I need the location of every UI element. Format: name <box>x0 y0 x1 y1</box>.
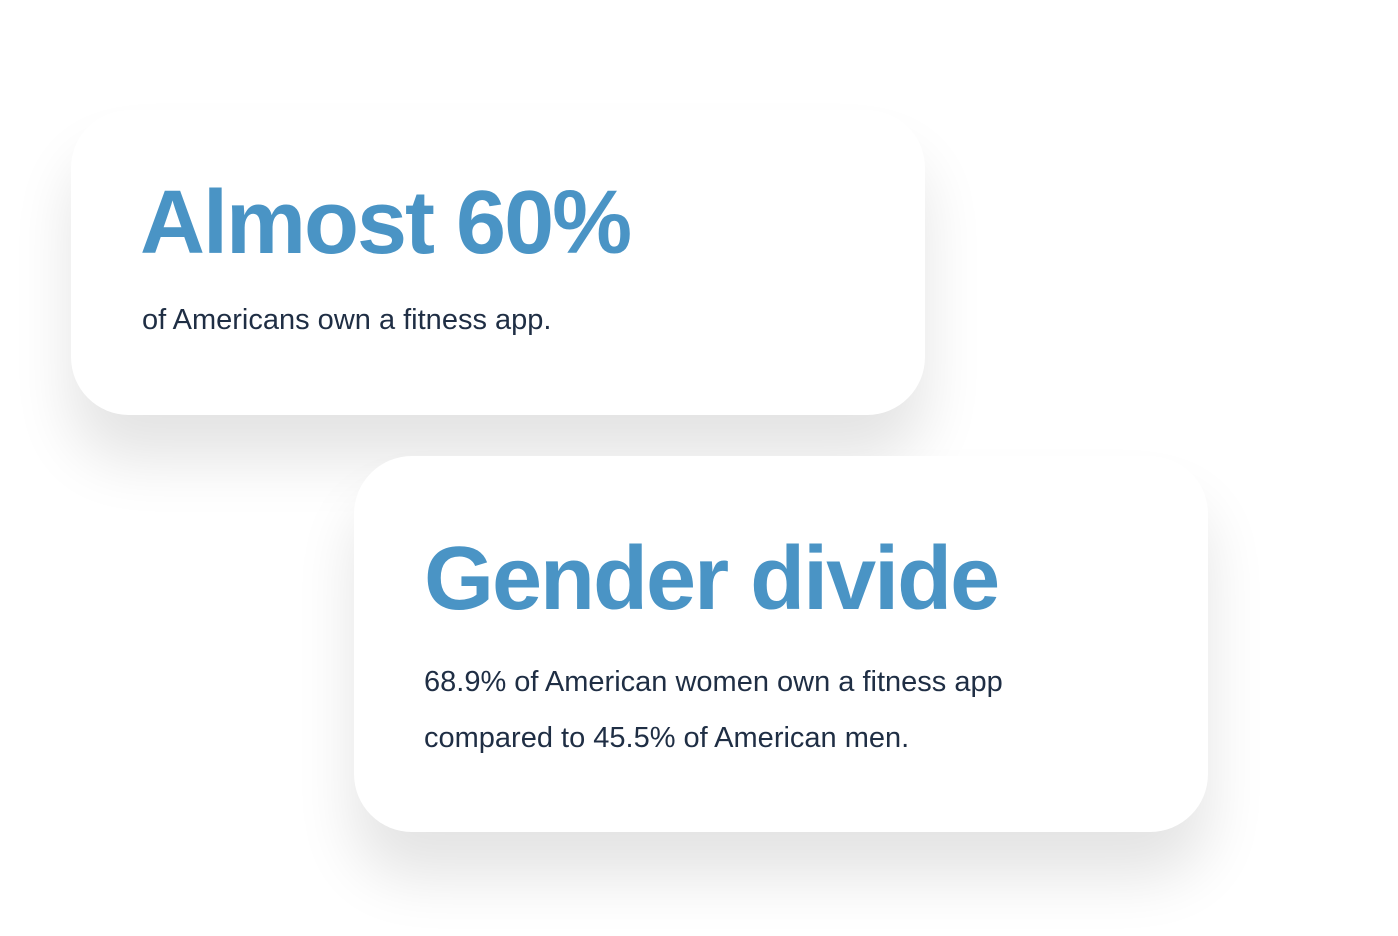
stat-card-gender-divide: Gender divide 68.9% of American women ow… <box>354 456 1208 832</box>
stat-card-fitness-app-ownership: Almost 60% of Americans own a fitness ap… <box>71 110 925 415</box>
stat-card-text: 68.9% of American women own a fitness ap… <box>424 666 1003 754</box>
stat-card-text: of Americans own a fitness app. <box>142 304 552 336</box>
stat-card-title: Almost 60% <box>140 173 632 273</box>
stat-card-title: Gender divide <box>424 529 1000 629</box>
